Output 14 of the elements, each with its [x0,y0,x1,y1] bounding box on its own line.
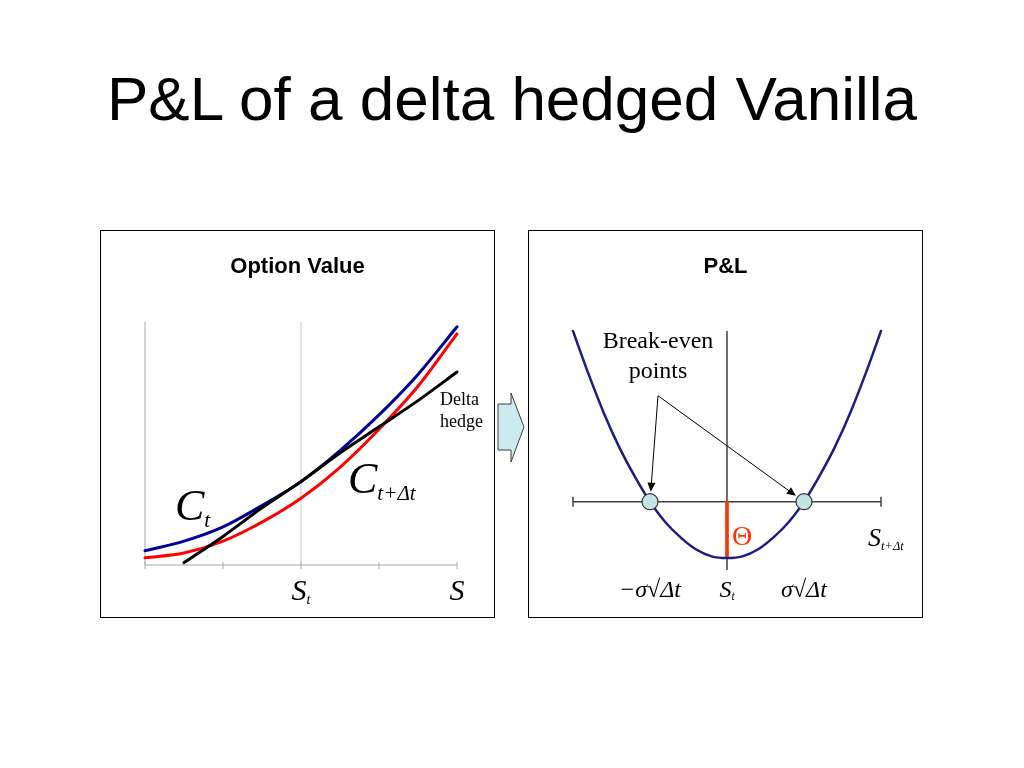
x-tick-label: −σ√Δt [619,575,681,602]
series-label: Delta hedge [440,387,483,432]
x-tick-label: S [449,572,465,606]
series-label: C$_{t}$ [175,481,211,534]
chart-title: P&L [703,253,748,279]
x-axis-title: S$_{t+Δt}$ [868,522,904,555]
text: Break-even points [602,325,714,385]
chart-subtitle: Option Value [230,253,365,279]
series-label: C$_{t+Δt}$ [348,454,416,507]
x-tick-label: σ√Δt [781,575,827,602]
chart-title: P&L of a delta hedged Vanilla [106,63,918,133]
x-tick-label: S$_{t}$ [291,572,311,610]
series-label: Θ [732,520,753,552]
x-tick-label: S$_{t}$ [719,575,735,605]
